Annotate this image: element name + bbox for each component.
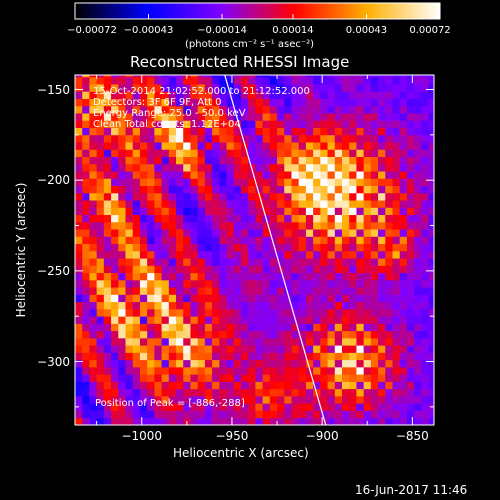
plot-frame xyxy=(74,74,435,426)
heatmap-image xyxy=(75,75,434,425)
colorbar xyxy=(74,2,441,20)
axis-ticks xyxy=(75,75,434,425)
solar-limb-line xyxy=(224,75,327,425)
colorbar-ticks xyxy=(74,14,441,19)
